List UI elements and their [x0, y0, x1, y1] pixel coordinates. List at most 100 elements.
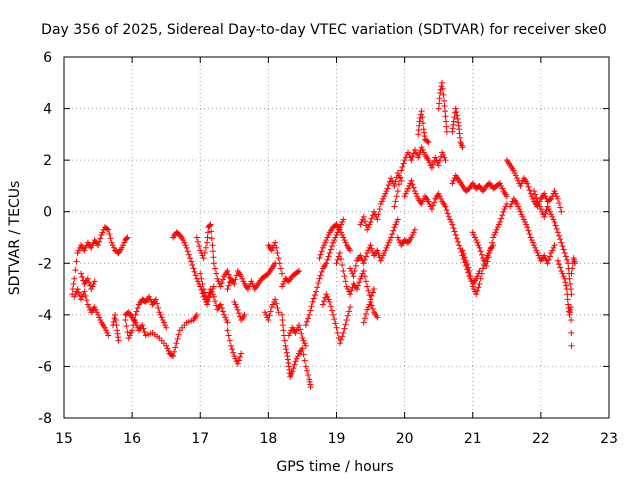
data-point [454, 112, 461, 119]
data-point [82, 244, 89, 251]
data-point [426, 159, 433, 166]
data-point [516, 206, 523, 213]
data-point [412, 190, 419, 197]
data-point [368, 215, 375, 222]
data-point [207, 221, 214, 228]
data-point [276, 260, 283, 267]
data-point [554, 229, 561, 236]
data-point [357, 252, 364, 259]
data-point [155, 304, 162, 311]
data-point [325, 231, 332, 238]
data-point [333, 231, 340, 238]
data-point [74, 286, 81, 293]
data-point [568, 342, 575, 349]
data-point [205, 292, 212, 299]
data-point [282, 342, 289, 349]
data-point [268, 304, 275, 311]
data-point [567, 304, 574, 311]
data-point [206, 222, 213, 229]
data-point [524, 180, 531, 187]
data-point [390, 227, 397, 234]
data-point [209, 242, 216, 249]
data-point [184, 248, 191, 255]
data-point [462, 257, 469, 264]
data-point [131, 317, 138, 324]
data-point [274, 304, 281, 311]
data-point [248, 278, 255, 285]
data-point [194, 278, 201, 285]
data-point [319, 244, 326, 251]
data-point [501, 206, 508, 213]
data-point [441, 102, 448, 109]
data-point [424, 138, 431, 145]
data-point [560, 273, 567, 280]
data-point [165, 347, 172, 354]
data-point [324, 293, 331, 300]
data-point [317, 251, 324, 258]
data-point [331, 237, 338, 244]
data-point [477, 248, 484, 255]
data-point [204, 229, 211, 236]
data-point [512, 172, 519, 179]
data-point [364, 249, 371, 256]
data-point [549, 247, 556, 254]
data-point [410, 184, 417, 191]
data-point [491, 231, 498, 238]
data-point [296, 268, 303, 275]
data-point [571, 260, 578, 267]
data-point [88, 286, 95, 293]
data-point [342, 321, 349, 328]
data-point [95, 242, 102, 249]
data-point [525, 227, 532, 234]
data-point [563, 286, 570, 293]
data-point [542, 210, 549, 217]
data-point [411, 226, 418, 233]
data-point [405, 185, 412, 192]
data-point [315, 280, 322, 287]
data-point [569, 265, 576, 272]
data-point [430, 202, 437, 209]
data-point [225, 282, 232, 289]
data-point [113, 322, 120, 329]
data-point [235, 357, 242, 364]
data-point [314, 284, 321, 291]
data-point [210, 293, 217, 300]
data-point [263, 311, 270, 318]
data-point [401, 157, 408, 164]
data-point [531, 242, 538, 249]
data-point [394, 234, 401, 241]
data-point [361, 218, 368, 225]
data-point [164, 345, 171, 352]
data-point [231, 298, 238, 305]
data-point [98, 231, 105, 238]
data-point [358, 219, 365, 226]
data-point [375, 211, 382, 218]
data-point [499, 185, 506, 192]
data-point [553, 225, 560, 232]
data-point [241, 311, 248, 318]
data-point [244, 286, 251, 293]
data-point [181, 239, 188, 246]
data-point [360, 213, 367, 220]
data-point [141, 329, 148, 336]
data-point [445, 213, 452, 220]
data-point [360, 268, 367, 275]
data-point [316, 275, 323, 282]
data-point [369, 305, 376, 312]
data-point [327, 246, 334, 253]
data-point [352, 262, 359, 269]
data-point [443, 128, 450, 135]
data-point [388, 234, 394, 241]
data-point [198, 275, 205, 282]
data-point [192, 272, 199, 279]
data-point [546, 253, 553, 260]
data-point [121, 239, 128, 246]
data-point [400, 160, 407, 167]
data-point [398, 177, 405, 184]
data-point [526, 187, 533, 194]
data-point [269, 301, 276, 308]
data-point [158, 314, 165, 321]
data-point [436, 193, 443, 200]
data-point [374, 216, 381, 223]
